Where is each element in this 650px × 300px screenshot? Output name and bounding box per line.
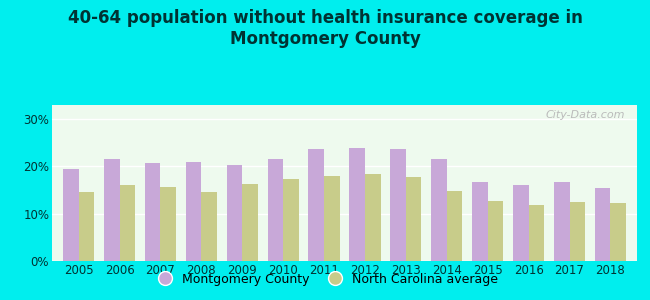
Bar (120, 185, 135, 261)
Bar (390, 149, 406, 261)
Bar (595, 188, 610, 261)
Bar (365, 173, 380, 261)
Bar (268, 159, 283, 261)
Legend: Montgomery County, North Carolina average: Montgomery County, North Carolina averag… (147, 268, 503, 291)
Bar (79, 193, 94, 261)
Bar (350, 148, 365, 261)
Bar (186, 162, 202, 261)
Bar (324, 176, 339, 261)
Bar (447, 191, 462, 261)
Bar (104, 159, 120, 261)
Text: City-Data.com: City-Data.com (546, 110, 625, 120)
Bar (309, 149, 324, 261)
Bar (610, 203, 626, 261)
Bar (63, 169, 79, 261)
Bar (242, 184, 258, 261)
Bar (554, 182, 569, 261)
Text: 40-64 population without health insurance coverage in
Montgomery County: 40-64 population without health insuranc… (68, 9, 582, 48)
Bar (406, 177, 421, 261)
Bar (431, 159, 447, 261)
Bar (283, 179, 299, 261)
Bar (569, 202, 585, 261)
Bar (161, 187, 176, 261)
Bar (227, 165, 242, 261)
Bar (528, 205, 544, 261)
Bar (513, 185, 528, 261)
Bar (202, 193, 217, 261)
Bar (145, 163, 161, 261)
Bar (488, 201, 503, 261)
Bar (472, 182, 488, 261)
